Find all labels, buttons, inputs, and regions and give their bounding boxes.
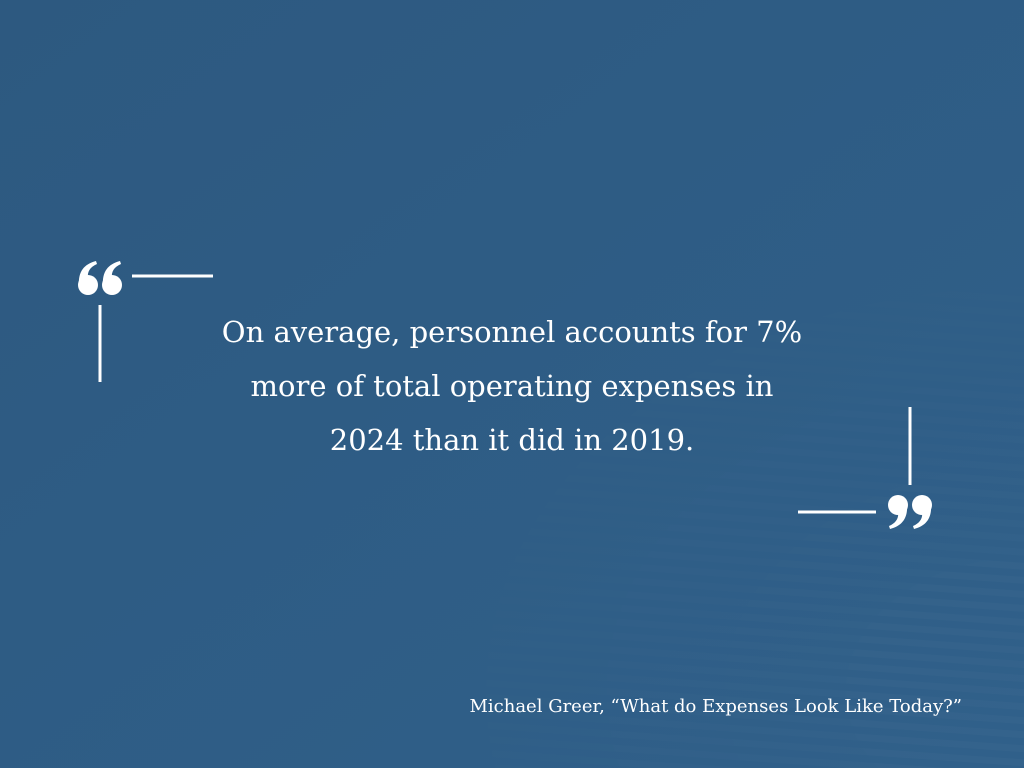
open-quote-mark: [78, 261, 122, 295]
attribution: Michael Greer, “What do Expenses Look Li…: [469, 696, 962, 717]
quote-line: more of total operating expenses in: [251, 369, 774, 403]
close-quote-mark: [888, 495, 932, 529]
quote-line: On average, personnel accounts for 7%: [222, 315, 802, 349]
quote-line: 2024 than it did in 2019.: [330, 423, 695, 457]
